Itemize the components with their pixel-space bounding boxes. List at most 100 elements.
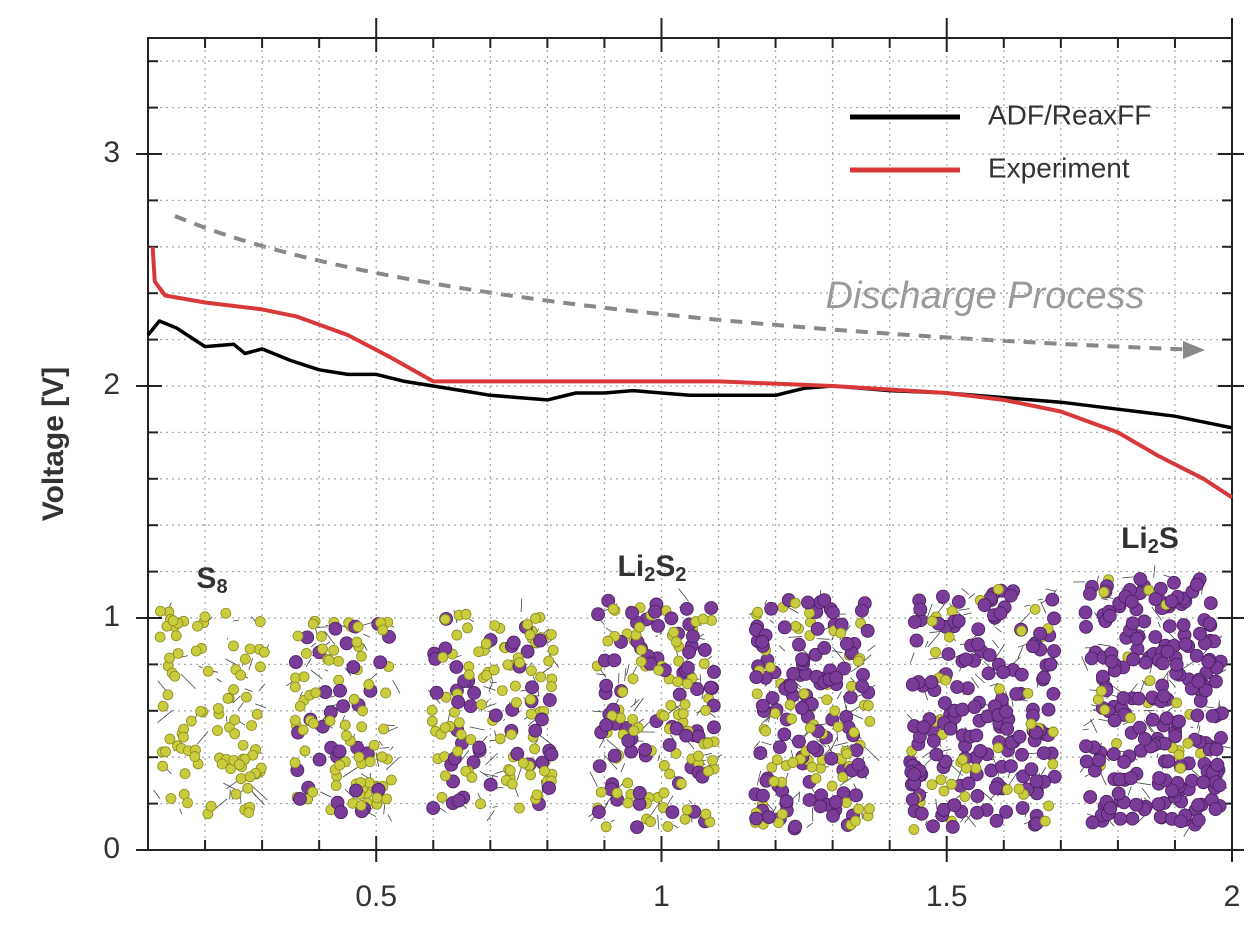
li-atom — [1015, 747, 1029, 762]
s-atom — [622, 797, 634, 809]
bond — [237, 702, 244, 711]
s-atom — [543, 655, 555, 667]
s-atom — [672, 676, 684, 688]
bond — [479, 770, 489, 778]
bond — [839, 775, 855, 787]
s-atom — [348, 693, 360, 705]
s-atom — [377, 624, 389, 636]
li-atom — [802, 793, 817, 807]
s-atom — [787, 757, 799, 768]
bond — [926, 603, 933, 618]
bond — [703, 752, 712, 756]
s-atom — [292, 630, 304, 642]
li-atom — [506, 635, 521, 650]
bond — [363, 633, 371, 638]
label-part: 8 — [216, 576, 227, 598]
s-atom — [617, 686, 629, 698]
s-atom — [190, 645, 202, 657]
bond — [1005, 735, 1010, 739]
s-atom — [627, 713, 639, 725]
li-atom — [1148, 630, 1163, 644]
li-atom — [1191, 798, 1205, 812]
bond — [385, 756, 401, 771]
s-atom — [959, 791, 971, 802]
s-atom — [307, 786, 319, 798]
s-atom — [1182, 737, 1194, 749]
bond — [494, 730, 497, 736]
li-atom — [1212, 778, 1227, 793]
s-atom — [702, 765, 714, 777]
bond — [469, 726, 485, 731]
li-atom — [786, 666, 801, 681]
s-atom — [908, 824, 920, 835]
li-atom — [989, 813, 1004, 828]
bond — [1007, 771, 1019, 787]
bond — [1157, 621, 1161, 628]
bond — [248, 658, 254, 671]
label-part: 2 — [1148, 536, 1159, 558]
bond — [760, 715, 770, 725]
bond — [310, 669, 323, 680]
li-atom — [1160, 644, 1175, 659]
s-atom — [760, 725, 772, 737]
s-atom — [216, 758, 228, 770]
s-atom — [246, 720, 257, 731]
s-atom — [212, 725, 223, 736]
s-atom — [668, 626, 680, 638]
bond — [1130, 683, 1138, 693]
s-atom — [380, 687, 392, 699]
bond — [1098, 718, 1109, 722]
s-atom — [164, 652, 175, 664]
arrow-head — [1183, 341, 1205, 359]
bond — [157, 709, 173, 723]
s-atom — [784, 699, 796, 711]
s-atom — [521, 619, 533, 630]
label-part: S — [196, 562, 216, 595]
li-atom — [679, 601, 694, 616]
li-atom — [851, 757, 866, 772]
s-atom — [608, 603, 619, 615]
li-atom — [828, 795, 843, 809]
bond — [1153, 565, 1156, 578]
li-atom — [913, 602, 928, 617]
s-atom — [777, 808, 788, 820]
bond — [992, 639, 999, 648]
li-atom — [792, 734, 806, 749]
s-atom — [938, 785, 950, 797]
bond — [958, 608, 970, 611]
li-atom — [1079, 619, 1093, 634]
s-atom — [481, 669, 492, 681]
li-atom — [1202, 616, 1217, 631]
s-atom — [992, 742, 1004, 754]
s-atom — [255, 661, 266, 673]
li-atom — [451, 695, 466, 709]
s-atom — [518, 757, 529, 769]
bond — [541, 779, 544, 794]
li-atom — [607, 653, 622, 668]
legend-label: ADF/ReaxFF — [988, 99, 1151, 130]
s-atom — [926, 779, 938, 791]
li-atom — [1025, 639, 1040, 654]
li-atom — [488, 708, 503, 723]
s-atom — [220, 607, 232, 619]
s-atom — [852, 655, 864, 667]
s-atom — [993, 583, 1004, 595]
structure-label: S8 — [196, 562, 227, 598]
s-atom — [611, 787, 623, 799]
li-atom — [907, 615, 922, 629]
s-atom — [333, 655, 344, 667]
s-atom — [167, 615, 179, 627]
bond — [196, 731, 209, 745]
li-atom — [967, 700, 982, 715]
s-atom — [205, 800, 217, 812]
li-atom — [1078, 605, 1093, 620]
s-atom — [172, 648, 184, 659]
s-atom — [1173, 749, 1185, 761]
s-atom — [1098, 586, 1110, 598]
bond — [655, 635, 658, 637]
li-atom — [339, 636, 354, 651]
li-atom — [961, 776, 976, 791]
bond — [383, 804, 386, 815]
s-atom — [1099, 704, 1111, 716]
li-atom — [1161, 754, 1176, 768]
